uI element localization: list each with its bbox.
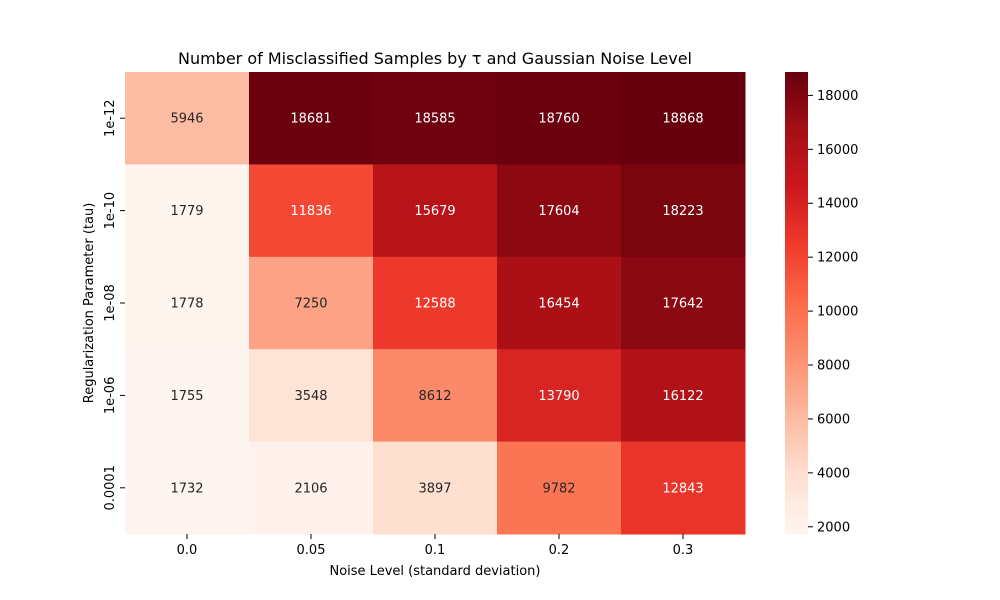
heatmap-cell xyxy=(249,441,374,535)
x-axis-title: Noise Level (standard deviation) xyxy=(329,564,540,579)
cell-value-label: 18760 xyxy=(538,112,579,127)
y-tick-label: 1e-06 xyxy=(103,377,118,415)
y-tick-label: 1e-10 xyxy=(103,192,118,230)
cell-value-label: 9782 xyxy=(542,481,575,496)
cell-value-label: 11836 xyxy=(290,204,331,219)
cell-value-label: 16122 xyxy=(662,389,703,404)
cell-value-label: 15679 xyxy=(414,204,455,219)
cell-value-label: 12843 xyxy=(662,481,703,496)
cell-value-label: 1779 xyxy=(170,204,203,219)
heatmap-cell xyxy=(249,349,374,443)
colorbar-tick-label: 4000 xyxy=(817,466,850,481)
cell-value-label: 7250 xyxy=(294,297,327,312)
colorbar: 2000 4000 6000 8000 10000 12000 14000 16000 1800… xyxy=(785,72,858,535)
x-tick-label: 0.2 xyxy=(549,543,570,558)
cell-value-label: 18681 xyxy=(290,112,331,127)
heatmap-cell xyxy=(249,72,374,165)
cell-value-label: 1778 xyxy=(170,297,203,312)
y-tick-label: 1e-12 xyxy=(103,99,118,137)
cell-value-label: 3548 xyxy=(294,389,327,404)
heatmap-cell xyxy=(497,441,622,535)
heatmap-cell xyxy=(249,256,374,350)
heatmap-cell xyxy=(373,164,498,258)
cell-value-label: 2106 xyxy=(294,481,327,496)
colorbar-tick-label: 6000 xyxy=(817,412,850,427)
heatmap-cell xyxy=(621,349,746,443)
heatmap-cell xyxy=(621,441,746,535)
heatmap-cell xyxy=(373,256,498,350)
cell-value-label: 18868 xyxy=(662,112,703,127)
cell-value-label: 18585 xyxy=(414,112,455,127)
heatmap-cell xyxy=(373,72,498,165)
heatmap-cell xyxy=(497,72,622,165)
cell-value-label: 12588 xyxy=(414,297,455,312)
heatmap-cell xyxy=(125,164,250,258)
heatmap-cell xyxy=(497,256,622,350)
x-tick-label: 0.1 xyxy=(425,543,446,558)
heatmap-cell xyxy=(621,72,746,165)
cell-value-label: 5946 xyxy=(170,112,203,127)
heatmap-cell xyxy=(125,441,250,535)
heatmap-cell xyxy=(373,441,498,535)
cell-value-label: 13790 xyxy=(538,389,579,404)
y-axis-title: Regularization Parameter (tau) xyxy=(82,203,97,404)
colorbar-tick-label: 18000 xyxy=(817,89,858,104)
x-tick-label: 0.05 xyxy=(297,543,326,558)
colorbar-tick-label: 2000 xyxy=(817,520,850,535)
cell-value-label: 18223 xyxy=(662,204,703,219)
x-tick-label: 0.3 xyxy=(673,543,694,558)
cell-value-label: 17604 xyxy=(538,204,579,219)
y-tick-label: 1e-08 xyxy=(103,284,118,322)
heatmap-cell xyxy=(249,164,374,258)
cell-value-label: 1755 xyxy=(170,389,203,404)
heatmap-cell xyxy=(497,349,622,443)
colorbar-tick-label: 16000 xyxy=(817,143,858,158)
colorbar-tick-label: 14000 xyxy=(817,197,858,212)
x-tick-label: 0.0 xyxy=(177,543,198,558)
heatmap-cell xyxy=(621,256,746,350)
colorbar-tick-label: 8000 xyxy=(817,359,850,374)
heatmap-cell xyxy=(621,164,746,258)
cell-value-label: 8612 xyxy=(418,389,451,404)
y-axis-ticks: 1e-12 1e-10 1e-08 1e-06 0.0001 xyxy=(103,99,125,511)
cell-value-label: 3897 xyxy=(418,481,451,496)
heatmap-cell xyxy=(125,349,250,443)
cell-value-label: 17642 xyxy=(662,297,703,312)
heatmap-cells: 5946 18681 18585 18760 18868 1779 11836 15679 17… xyxy=(125,72,746,535)
heatmap-cell xyxy=(497,164,622,258)
colorbar-tick-label: 12000 xyxy=(817,251,858,266)
heatmap-cell xyxy=(125,72,250,165)
chart-title: Number of Misclassified Samples by τ and… xyxy=(178,49,692,68)
colorbar-gradient xyxy=(785,72,808,534)
x-axis-ticks: 0.0 0.05 0.1 0.2 0.3 xyxy=(177,534,694,558)
cell-value-label: 16454 xyxy=(538,297,579,312)
cell-value-label: 1732 xyxy=(170,481,203,496)
y-tick-label: 0.0001 xyxy=(103,465,118,511)
heatmap-cell xyxy=(373,349,498,443)
colorbar-tick-label: 10000 xyxy=(817,305,858,320)
heatmap-cell xyxy=(125,256,250,350)
